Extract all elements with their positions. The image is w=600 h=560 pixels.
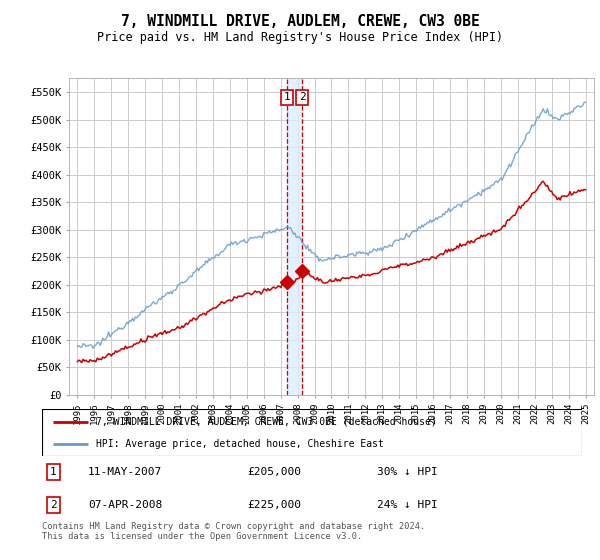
Text: £205,000: £205,000: [247, 467, 301, 477]
Text: £225,000: £225,000: [247, 500, 301, 510]
Text: 2: 2: [50, 500, 57, 510]
Text: 24% ↓ HPI: 24% ↓ HPI: [377, 500, 437, 510]
Bar: [287, 78, 302, 395]
Text: 7, WINDMILL DRIVE, AUDLEM, CREWE, CW3 0BE (detached house): 7, WINDMILL DRIVE, AUDLEM, CREWE, CW3 0B…: [96, 417, 437, 427]
Text: HPI: Average price, detached house, Cheshire East: HPI: Average price, detached house, Ches…: [96, 438, 384, 449]
Text: Contains HM Land Registry data © Crown copyright and database right 2024.
This d: Contains HM Land Registry data © Crown c…: [42, 522, 425, 542]
Text: Price paid vs. HM Land Registry's House Price Index (HPI): Price paid vs. HM Land Registry's House …: [97, 31, 503, 44]
Text: 7, WINDMILL DRIVE, AUDLEM, CREWE, CW3 0BE: 7, WINDMILL DRIVE, AUDLEM, CREWE, CW3 0B…: [121, 14, 479, 29]
Text: 11-MAY-2007: 11-MAY-2007: [88, 467, 162, 477]
Text: 30% ↓ HPI: 30% ↓ HPI: [377, 467, 437, 477]
Text: 2: 2: [299, 92, 305, 102]
Text: 1: 1: [50, 467, 57, 477]
Text: 07-APR-2008: 07-APR-2008: [88, 500, 162, 510]
Text: 1: 1: [284, 92, 290, 102]
